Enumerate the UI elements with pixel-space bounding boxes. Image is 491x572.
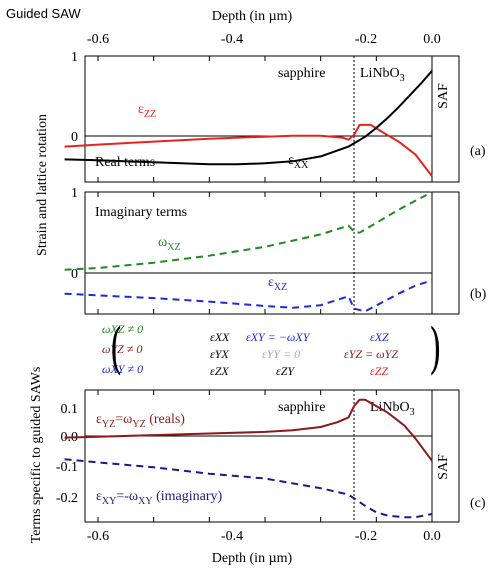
bottom-x-tick-label: -0.6 xyxy=(87,529,109,544)
bottom-x-tick-label: -0.4 xyxy=(221,529,243,544)
matrix-cell: εYX xyxy=(210,347,229,361)
region-linbo3-label: LiNbO3 xyxy=(370,400,415,418)
panel-b-ytick: 1 xyxy=(71,186,78,201)
top-x-ticks: -0.6 -0.4 -0.2 0.0 xyxy=(87,32,441,47)
panel-a-plot xyxy=(64,56,433,182)
panel-c-ytick: 0.1 xyxy=(61,402,79,417)
region-sapphire-label: sapphire xyxy=(278,400,325,415)
top-x-tick-label: -0.6 xyxy=(87,32,109,47)
bottom-x-axis-label: Depth (in µm) xyxy=(212,551,293,566)
panel-b-frame xyxy=(84,191,460,315)
top-x-axis-label: Depth (in µm) xyxy=(212,9,293,24)
panel-c-plot xyxy=(64,390,433,522)
panel-a-tag: (a) xyxy=(470,144,486,159)
matrix-right-paren: ) xyxy=(429,318,442,380)
top-x-tick-label: -0.4 xyxy=(221,32,243,47)
series-line-b-2 xyxy=(64,279,433,313)
top-x-tick-label: 0.0 xyxy=(423,32,441,47)
region-linbo3-label: LiNbO3 xyxy=(360,66,405,84)
series-line-a-1 xyxy=(64,123,433,177)
panel-a-ytick: 1 xyxy=(71,50,78,65)
panel-b-ytick: 0 xyxy=(71,267,78,282)
matrix-cell: εXZ xyxy=(370,330,389,344)
series-label-exy: εXY=-ωXY (imaginary) xyxy=(96,489,222,507)
bottom-x-tick-label: 0.0 xyxy=(423,529,441,544)
condition-wxz: ωXZ ≠ 0 xyxy=(102,322,143,336)
region-sapphire-label: sapphire xyxy=(278,66,325,81)
region-saf-label: SAF xyxy=(436,454,451,480)
series-label-exz: εXZ xyxy=(268,275,287,293)
panel-b-title: Imaginary terms xyxy=(95,205,187,220)
matrix-cell: εYZ = ωYZ xyxy=(344,347,398,361)
matrix-cell: εYY = 0 xyxy=(262,347,300,361)
series-label-wxz: ωXZ xyxy=(158,235,181,253)
matrix-cell: εXY = −ωXY xyxy=(246,330,311,344)
matrix-cell: εZX xyxy=(210,364,229,378)
series-line-b-1 xyxy=(64,191,433,271)
region-saf-label: SAF xyxy=(436,83,451,109)
series-label-ezz: εZZ xyxy=(138,102,156,120)
panel-a-title: Real terms xyxy=(95,155,155,170)
top-x-tick-label: -0.2 xyxy=(355,32,377,47)
panel-c-ytick: -0.2 xyxy=(56,491,78,506)
panel-c-ytick: -0.1 xyxy=(56,460,78,475)
matrix-cell: εZY xyxy=(276,364,295,378)
condition-wyz: ωYZ ≠ 0 xyxy=(102,342,142,356)
bottom-x-ticks: -0.6 -0.4 -0.2 0.0 xyxy=(87,529,441,544)
panel-b: 1 0 Imaginary terms ωXZ εXZ (b) xyxy=(64,186,487,315)
panel-b-tag: (b) xyxy=(470,287,487,302)
panel-c: 0.1 0.0 -0.1 -0.2 sapphire LiNbO3 SAF εY… xyxy=(56,389,486,523)
ylabel-guided: Terms specific to guided SAWs xyxy=(29,367,44,544)
condition-wxy: ωXY ≠ 0 xyxy=(102,362,143,376)
series-label-eyz: εYZ=ωYZ (reals) xyxy=(96,412,185,430)
panel-c-frame xyxy=(84,389,460,523)
panel-a: 1 0 Real terms sapphire LiNbO3 SAF εZZ ε… xyxy=(64,50,486,183)
panel-c-tag: (c) xyxy=(470,496,486,511)
panel-a-frame xyxy=(84,55,460,183)
panel-a-ytick: 0 xyxy=(71,130,78,145)
panel-b-plot xyxy=(64,191,433,314)
bottom-x-tick-label: -0.2 xyxy=(355,529,377,544)
series-line-a-2 xyxy=(64,70,433,166)
matrix-area: ωXZ ≠ 0 ωYZ ≠ 0 ωXY ≠ 0 ( ) εXX εXY = −ω… xyxy=(102,318,442,380)
figure-header: Guided SAW xyxy=(6,6,81,21)
matrix-cell: εXX xyxy=(210,330,230,344)
ylabel-strain: Strain and lattice rotation xyxy=(35,114,50,256)
matrix-cell: εZZ xyxy=(370,364,388,378)
matrix-left-paren: ( xyxy=(110,318,123,380)
series-line-c-1 xyxy=(64,398,433,462)
series-line-c-2 xyxy=(64,458,433,519)
